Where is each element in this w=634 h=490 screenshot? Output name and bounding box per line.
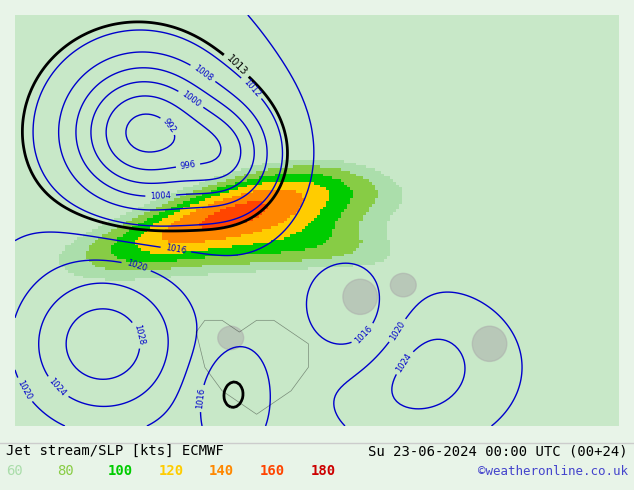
Text: 1004: 1004 <box>150 191 171 201</box>
Text: 1020: 1020 <box>15 379 33 401</box>
Text: 140: 140 <box>209 464 235 478</box>
Text: 60: 60 <box>6 464 23 478</box>
Text: 1024: 1024 <box>394 351 413 374</box>
Text: ©weatheronline.co.uk: ©weatheronline.co.uk <box>477 465 628 478</box>
Text: 80: 80 <box>57 464 74 478</box>
Ellipse shape <box>343 279 377 315</box>
Text: 996: 996 <box>179 160 197 171</box>
Text: 1020: 1020 <box>388 319 407 342</box>
Ellipse shape <box>217 185 261 220</box>
Ellipse shape <box>472 326 507 362</box>
Text: 180: 180 <box>311 464 336 478</box>
Text: 1016: 1016 <box>195 388 207 410</box>
Ellipse shape <box>391 273 417 297</box>
Text: 1008: 1008 <box>192 63 214 83</box>
Text: 1020: 1020 <box>125 258 148 273</box>
Text: Su 23-06-2024 00:00 UTC (00+24): Su 23-06-2024 00:00 UTC (00+24) <box>368 444 628 458</box>
Ellipse shape <box>217 326 243 350</box>
Text: 1016: 1016 <box>353 324 375 345</box>
Text: 100: 100 <box>108 464 133 478</box>
Text: Jet stream/SLP [kts] ECMWF: Jet stream/SLP [kts] ECMWF <box>6 444 224 458</box>
Text: 1013: 1013 <box>224 53 249 78</box>
Text: 120: 120 <box>158 464 184 478</box>
Text: 160: 160 <box>260 464 285 478</box>
Text: 1024: 1024 <box>47 376 67 398</box>
Text: 1028: 1028 <box>132 323 146 346</box>
Text: 1000: 1000 <box>180 89 202 109</box>
Text: 1012: 1012 <box>242 77 262 99</box>
Text: 992: 992 <box>161 116 178 134</box>
Text: 1016: 1016 <box>165 244 187 256</box>
